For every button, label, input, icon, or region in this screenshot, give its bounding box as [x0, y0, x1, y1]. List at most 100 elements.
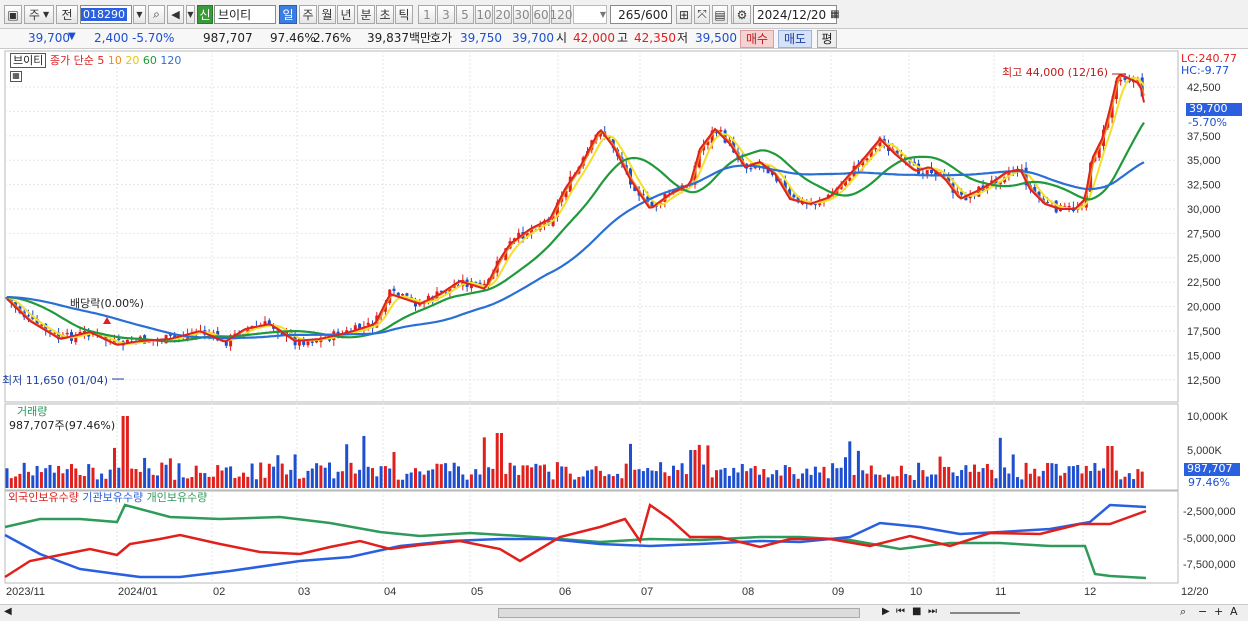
volume-bar [740, 464, 744, 488]
volume-bar [1140, 471, 1144, 488]
crosshair-icon[interactable]: ⊞ [676, 5, 692, 24]
volume-bar [852, 475, 856, 488]
x-label: 02 [213, 586, 225, 598]
period-month[interactable]: 월 [318, 5, 336, 24]
volume-bar [267, 463, 271, 488]
price-tick: 20,000 [1187, 302, 1221, 314]
candle-body [302, 338, 306, 345]
indiv-label: 개인보유수량 [146, 491, 208, 504]
volume-bar [586, 470, 589, 488]
market-select[interactable]: 주 ▼ [24, 5, 54, 24]
candle-body [1097, 147, 1101, 158]
calendar-icon[interactable]: ▦ [830, 9, 840, 20]
prev-button[interactable]: 전 [56, 5, 78, 24]
date-input[interactable]: 2024/12/20 ▦ [753, 5, 840, 24]
text-icon[interactable]: A [1230, 605, 1238, 618]
chevron-down-icon: ▼ [599, 10, 606, 19]
stop-icon[interactable]: ■ [912, 606, 922, 617]
volume-bar [981, 468, 985, 488]
interval-30[interactable]: 30 [513, 5, 531, 24]
volume-bar [770, 474, 774, 488]
volume-bar [27, 471, 30, 488]
volume-bar [108, 469, 112, 488]
last-icon[interactable]: ⏭ [928, 606, 937, 617]
candle-body [934, 171, 938, 176]
interval-5[interactable]: 5 [456, 5, 474, 24]
period-day[interactable]: 일 [279, 5, 297, 24]
volume-bar [1089, 470, 1093, 488]
zoom-icon[interactable]: ⌕ [1180, 605, 1187, 618]
volume-info: 987,707주(97.46%) [9, 419, 116, 432]
minus-icon[interactable]: − [1198, 605, 1208, 618]
period-week[interactable]: 주 [299, 5, 317, 24]
count-input[interactable]: 265/600 [610, 5, 672, 24]
interval-20[interactable]: 20 [494, 5, 512, 24]
buy-button[interactable]: 매수 [740, 30, 774, 48]
interval-1[interactable]: 1 [418, 5, 436, 24]
code-input[interactable]: 018290 [80, 5, 132, 24]
amount: 39,837백만 [367, 31, 432, 45]
bid-value: 39,750 [460, 31, 502, 45]
ma-60: 60 [142, 54, 157, 67]
plus-icon[interactable]: + [1214, 605, 1224, 618]
speaker-icon[interactable]: ◀ [167, 5, 184, 24]
lc-label: LC:240.77 [1181, 52, 1238, 65]
chevron-down-icon[interactable]: ▼ [186, 5, 195, 24]
volume-bar [517, 474, 521, 488]
first-icon[interactable]: ⏮ [896, 606, 905, 617]
volume-bar [100, 473, 104, 488]
chevron-down-icon[interactable]: ▼ [133, 5, 146, 24]
sell-button[interactable]: 매도 [778, 30, 812, 48]
volume-bar [263, 477, 267, 488]
volume-bar [869, 465, 873, 488]
scroll-thumb[interactable] [498, 608, 860, 618]
stock-chart[interactable]: 42,50040,00037,50035,00032,50030,00027,5… [0, 49, 1248, 604]
volume-bar [964, 465, 968, 488]
volume-bar [396, 479, 400, 488]
volume-bar [1093, 463, 1097, 488]
scroll-left-icon[interactable]: ◀ [4, 606, 12, 617]
candle-body [27, 315, 30, 317]
flat-button[interactable]: 평 [817, 30, 837, 48]
candle-body [35, 319, 39, 325]
interval-10[interactable]: 10 [475, 5, 493, 24]
volume-bar [383, 466, 387, 488]
candle-body [895, 150, 899, 156]
ma120-line [6, 161, 1145, 340]
scrollbar[interactable]: ◀ ▶ ⏮ ■ ⏭ ⌕ − + A [0, 604, 1248, 621]
period-year[interactable]: 년 [337, 5, 355, 24]
volume-bar [715, 470, 718, 488]
volume-bar [401, 479, 405, 488]
table-icon[interactable]: ▦ [10, 71, 22, 82]
interval-3[interactable]: 3 [437, 5, 455, 24]
volume-bar [211, 476, 215, 488]
volume-bar [977, 471, 981, 488]
period-sec[interactable]: 초 [376, 5, 394, 24]
scroll-right-icon[interactable]: ▶ [882, 606, 890, 617]
gear-icon[interactable]: ⚙ [733, 5, 751, 24]
volume-bar [848, 441, 852, 488]
draw-icon[interactable]: ⤧ [694, 5, 710, 24]
window-icon[interactable]: ▣ [4, 5, 22, 24]
interval-60[interactable]: 60 [532, 5, 550, 24]
candle-body [715, 132, 718, 134]
holders-legend: 외국인보유수량 기관보유수량 개인보유수량 [8, 492, 207, 503]
volume-bar [70, 464, 73, 488]
ma-10: 10 [107, 54, 122, 67]
candle-body [865, 158, 869, 161]
zoom-slider[interactable] [950, 612, 1020, 614]
search-icon[interactable]: ⌕ [148, 5, 165, 24]
save-icon[interactable]: ▤ [712, 5, 728, 24]
interval-input[interactable]: ▼ [573, 5, 607, 24]
x-label: 12/20 [1181, 586, 1209, 598]
period-tick[interactable]: 틱 [395, 5, 413, 24]
candle-body [1084, 193, 1088, 208]
interval-120[interactable]: 120 [550, 5, 572, 24]
ma20-line [6, 76, 1145, 345]
period-min[interactable]: 분 [357, 5, 375, 24]
volume-bar [448, 471, 452, 488]
volume-ratio: 97.46% [270, 31, 316, 45]
volume-bar [336, 471, 340, 488]
volume-bar [697, 444, 701, 488]
x-label: 05 [471, 586, 483, 598]
